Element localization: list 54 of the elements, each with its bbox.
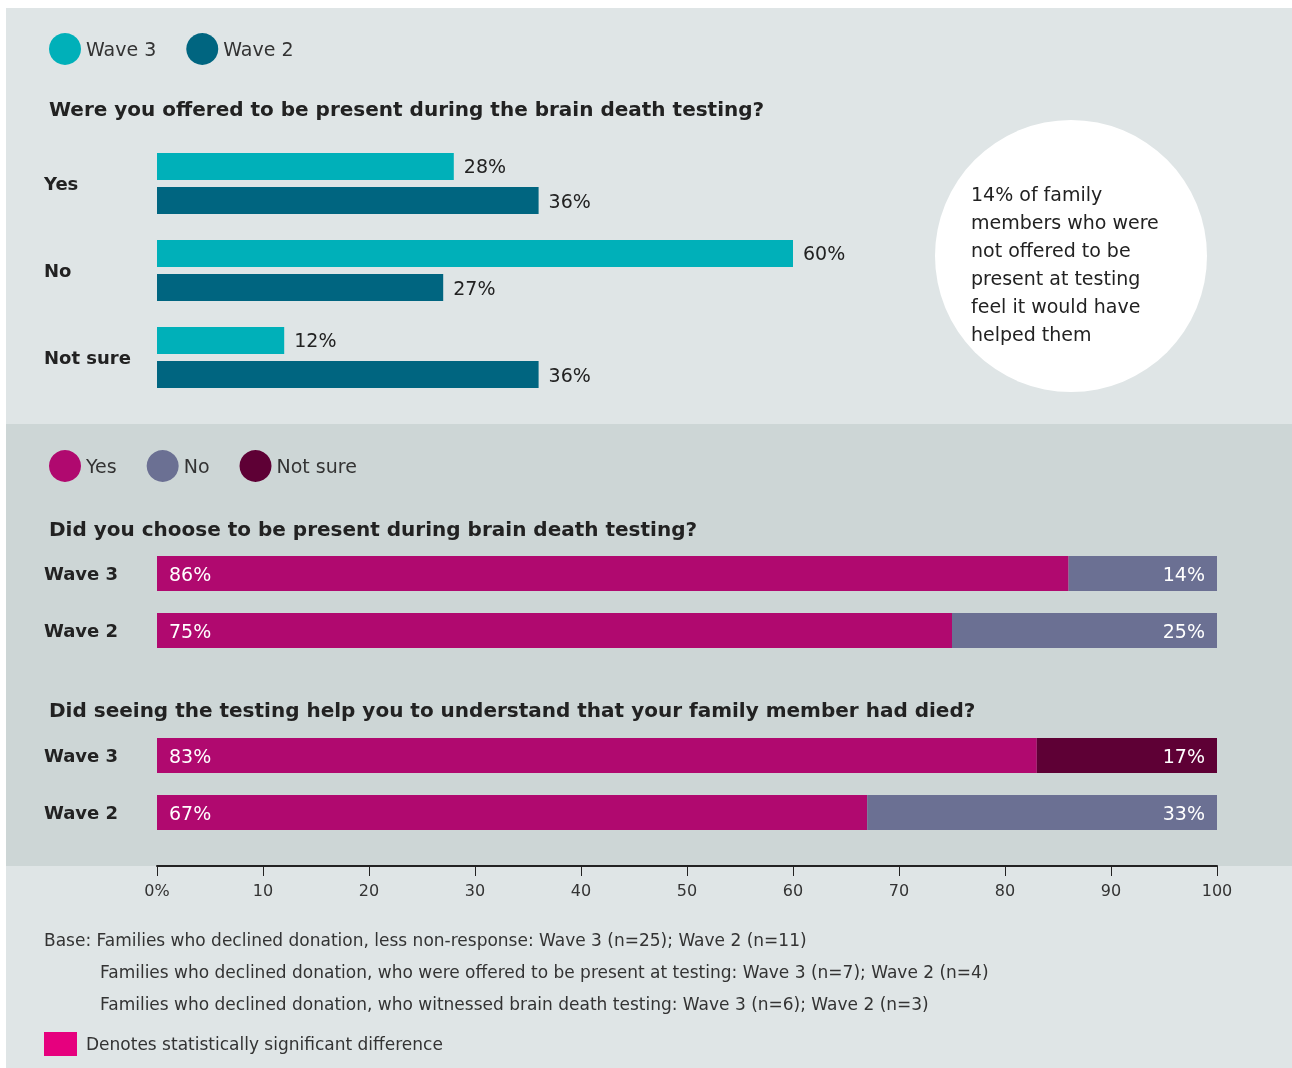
x-tick-label: 20 [358,880,380,900]
data-label: 75% [169,619,212,642]
x-tick-label: 90 [1100,880,1122,900]
data-label: 27% [453,276,496,299]
y-tick-label: Wave 2 [44,620,119,641]
text: Families who declined donation, who witnessed brain death testing: Wave 3 (n=6); Wave 2 (n=3) [100,994,929,1014]
bar [157,738,1037,773]
x-tick-label: 80 [994,880,1016,900]
data-label: 83% [169,744,212,767]
data-label: 67% [169,801,212,824]
x-tick-label: 10 [252,880,274,900]
legend-label: Wave 3 [86,38,157,60]
x-tick-label: 60 [782,880,804,900]
data-label: 14% [1162,562,1205,585]
text: Denotes statistically significant difference [86,1034,443,1054]
data-label: 28% [463,155,507,178]
y-tick-label: Yes [43,173,79,194]
chart-title: Did seeing the testing help you to understand that your family member had died? [49,698,976,722]
x-tick-label: 50 [676,880,698,900]
x-tick-label: 40 [570,880,592,900]
data-label: 60% [803,242,846,265]
x-tick-label: 100 [1201,880,1233,900]
x-tick-label: 30 [464,880,486,900]
bar [157,239,793,267]
y-tick-label: Not sure [44,347,131,368]
chart-title: Did you choose to be present during brain death testing? [49,517,698,541]
bar [157,187,539,215]
text: Families who declined donation, who were offered to be present at testing: Wave 3 (n=7); Wave 2 (n=4) [100,962,989,982]
x-tick-label: 0% [144,880,170,900]
y-tick-label: Wave 2 [44,802,119,823]
legend-label: No [183,455,210,477]
bar [157,361,539,389]
y-tick-label: No [44,260,72,281]
bar [157,274,444,302]
bar [157,795,868,830]
bar [157,152,454,180]
y-tick-label: Wave 3 [44,563,119,584]
legend-label: Not sure [276,455,357,477]
data-label: 17% [1162,744,1205,767]
annotation: 14% of family members who were not offered to be present at testing feel it would have helped them [971,183,1165,345]
y-tick-label: Wave 3 [44,745,119,766]
bar [1036,738,1217,773]
data-label: 12% [294,329,337,352]
text: Base: Families who declined donation, less non-response: Wave 3 (n=25); Wave 2 (n=11) [44,930,807,950]
data-label: 86% [169,562,212,585]
legend-label: Wave 2 [223,38,294,60]
data-label: 36% [548,363,591,386]
chart-title: Were you offered to be present during the brain death testing? [49,97,765,121]
data-label: 36% [548,189,591,212]
bar [867,795,1217,830]
data-label: 33% [1162,801,1205,824]
x-tick-label: 70 [888,880,910,900]
bar [157,326,285,354]
data-label: 25% [1162,619,1205,642]
